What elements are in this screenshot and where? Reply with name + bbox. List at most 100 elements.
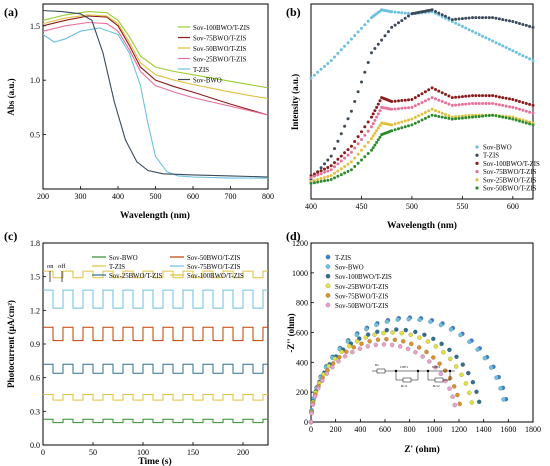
panel-b-point-sov-bwo [400,11,404,15]
panel-b-point-sov-100bwo-t-zis [390,100,394,103]
panel-b-point-sov-50bwo-t-zis [378,135,382,139]
panel-b-point-sov-bwo [353,34,357,37]
panel-d-xtick-label: 600 [379,425,391,434]
panel-b-point-sov-50bwo-t-zis [504,116,508,120]
panel-b-xtick-label: 400 [305,202,317,211]
panel-b-point-t-zis [319,166,323,170]
panel-b-point-sov-25bwo-t-zis [444,113,447,116]
panel-c-ytick-label: 0.6 [30,374,40,383]
panel-a-xtick-label: 200 [37,192,49,201]
panel-d-point-sov-75bwo-t-zis [416,345,422,350]
panel-b-point-sov-50bwo-t-zis [514,118,518,122]
panel-d-point-sov-bwo [417,317,422,322]
panel-b-point-sov-100bwo-t-zis [474,94,478,98]
circuit-rct1-resistor [402,377,412,383]
panel-d-point-sov-25bwo-t-zis [448,356,453,362]
panel-a-legend: Sov-100BWO/T-ZIS Sov-75BWO/T-ZIS Sov-50BWO… [178,25,250,85]
panel-d-ytick-label: 1000 [292,269,308,278]
panel-b-point-sov-50bwo-t-zis [393,128,397,132]
panel-b-point-sov-25bwo-t-zis [319,177,323,180]
panel-b-point-sov-75bwo-t-zis [333,165,336,169]
panel-b-legend-swatch [475,170,479,174]
panel-b-point-sov-100bwo-t-zis [514,99,518,102]
panel-b-point-sov-100bwo-t-zis [363,125,367,129]
panel-d-ytick-label: 0 [304,418,308,427]
panel-b-point-sov-bwo [329,59,333,63]
panel-b-point-sov-75bwo-t-zis [360,138,363,141]
panel-b-pl-chart: (b) 400 450 500 550 600 Sov-BWOT-ZISSov-100B… [286,3,540,231]
panel-b-point-sov-bwo [494,41,498,45]
panel-a-line-sov-100bwo-t-zis [42,11,269,89]
panel-b-point-sov-75bwo-t-zis [366,129,370,133]
panel-b-point-sov-50bwo-t-zis [531,123,535,127]
panel-d-point-sov-25bwo-t-zis [417,335,422,340]
panel-a-line-sov-75bwo-t-zis [42,15,269,116]
circuit-label-rct1: Rct1 [401,384,408,388]
panel-b-point-sov-75bwo-t-zis [454,103,458,107]
panel-d-point-sov-50bwo-t-zis [320,378,325,383]
panel-d-xtick-label: 1200 [451,425,467,434]
panel-b-point-sov-25bwo-t-zis [336,169,340,173]
panel-b-point-sov-50bwo-t-zis [349,168,353,172]
panel-b-point-sov-25bwo-t-zis [423,111,427,114]
panel-b-point-sov-100bwo-t-zis [336,157,340,161]
panel-b-point-sov-50bwo-t-zis [481,114,484,118]
panel-b-point-sov-75bwo-t-zis [501,103,505,107]
panel-b-point-sov-100bwo-t-zis [400,99,404,102]
panel-b-point-sov-50bwo-t-zis [477,115,481,118]
panel-b-point-sov-50bwo-t-zis [447,116,451,120]
panel-b-point-sov-100bwo-t-zis [444,92,447,96]
panel-b-point-t-zis [531,25,535,29]
panel-c-ytick-label: 1.5 [30,273,40,282]
panel-b-point-t-zis [349,109,353,113]
panel-d-point-sov-75bwo-t-zis [457,401,462,407]
panel-c-ytick-label: 1.2 [30,306,40,315]
panel-b-point-sov-50bwo-t-zis [400,126,404,130]
panel-b-point-sov-50bwo-t-zis [333,176,336,180]
panel-b-point-sov-50bwo-t-zis [326,178,330,182]
panel-b-point-sov-75bwo-t-zis [326,169,330,173]
panel-b-point-sov-bwo [363,23,367,27]
panel-d-point-sov-25bwo-t-zis [339,349,344,355]
panel-b-point-sov-25bwo-t-zis [427,109,431,113]
panel-d-ytick-label: 200 [296,388,308,397]
panel-b-point-sov-25bwo-t-zis [370,137,373,141]
panel-b-point-sov-bwo [319,67,323,71]
panel-b-point-sov-25bwo-t-zis [420,112,424,116]
panel-d-point-sov-50bwo-t-zis [336,359,341,364]
panel-b-point-sov-75bwo-t-zis [353,146,357,150]
panel-a-series [42,9,269,179]
panel-b-point-sov-bwo [487,37,491,41]
panel-b-point-sov-100bwo-t-zis [447,94,451,98]
panel-d-point-sov-bwo [494,375,499,380]
panel-d-point-sov-bwo [488,365,494,370]
panel-b-point-sov-75bwo-t-zis [508,105,511,109]
panel-d-point-sov-bwo [406,316,411,322]
panel-b-point-sov-bwo [323,64,326,68]
panel-b-point-sov-100bwo-t-zis [319,169,323,173]
panel-b-point-t-zis [363,70,367,74]
panel-d-point-sov-100bwo-t-zis [460,362,465,367]
panel-b-point-sov-75bwo-t-zis [528,110,532,114]
panel-b-point-sov-100bwo-t-zis [481,94,484,98]
panel-d-point-sov-bwo [345,339,350,344]
panel-b-legend-label: Sov-50BWO/T-ZIS [483,186,537,193]
panel-b-point-sov-50bwo-t-zis [397,127,400,131]
panel-d-point-sov-50bwo-t-zis [373,342,378,348]
panel-d-xtick-label: 1000 [426,425,442,434]
panel-b-point-sov-100bwo-t-zis [528,102,532,106]
panel-d-point-sov-50bwo-t-zis [309,411,314,416]
panel-c-legend-label: Sov-BWO [109,255,138,262]
panel-c-xtick-label: 200 [237,448,249,457]
panel-b-point-sov-100bwo-t-zis [343,151,347,155]
panel-b-point-t-zis [464,16,468,20]
panel-b-point-sov-100bwo-t-zis [467,94,471,98]
panel-b-point-sov-50bwo-t-zis [309,181,313,185]
panel-b-point-sov-100bwo-t-zis [440,91,444,95]
panel-d-legend-label: Sov-75BWO/T-ZIS [335,293,389,300]
panel-b-point-sov-75bwo-t-zis [521,108,525,112]
panel-b-point-sov-bwo [343,44,347,48]
panel-d-point-sov-50bwo-t-zis [427,359,432,364]
panel-d-legend-swatch [325,273,331,279]
panel-d-legend: T-ZIS Sov-BWO Sov-100BWO/T-ZIS Sov-25BWO/T-… [325,254,392,310]
